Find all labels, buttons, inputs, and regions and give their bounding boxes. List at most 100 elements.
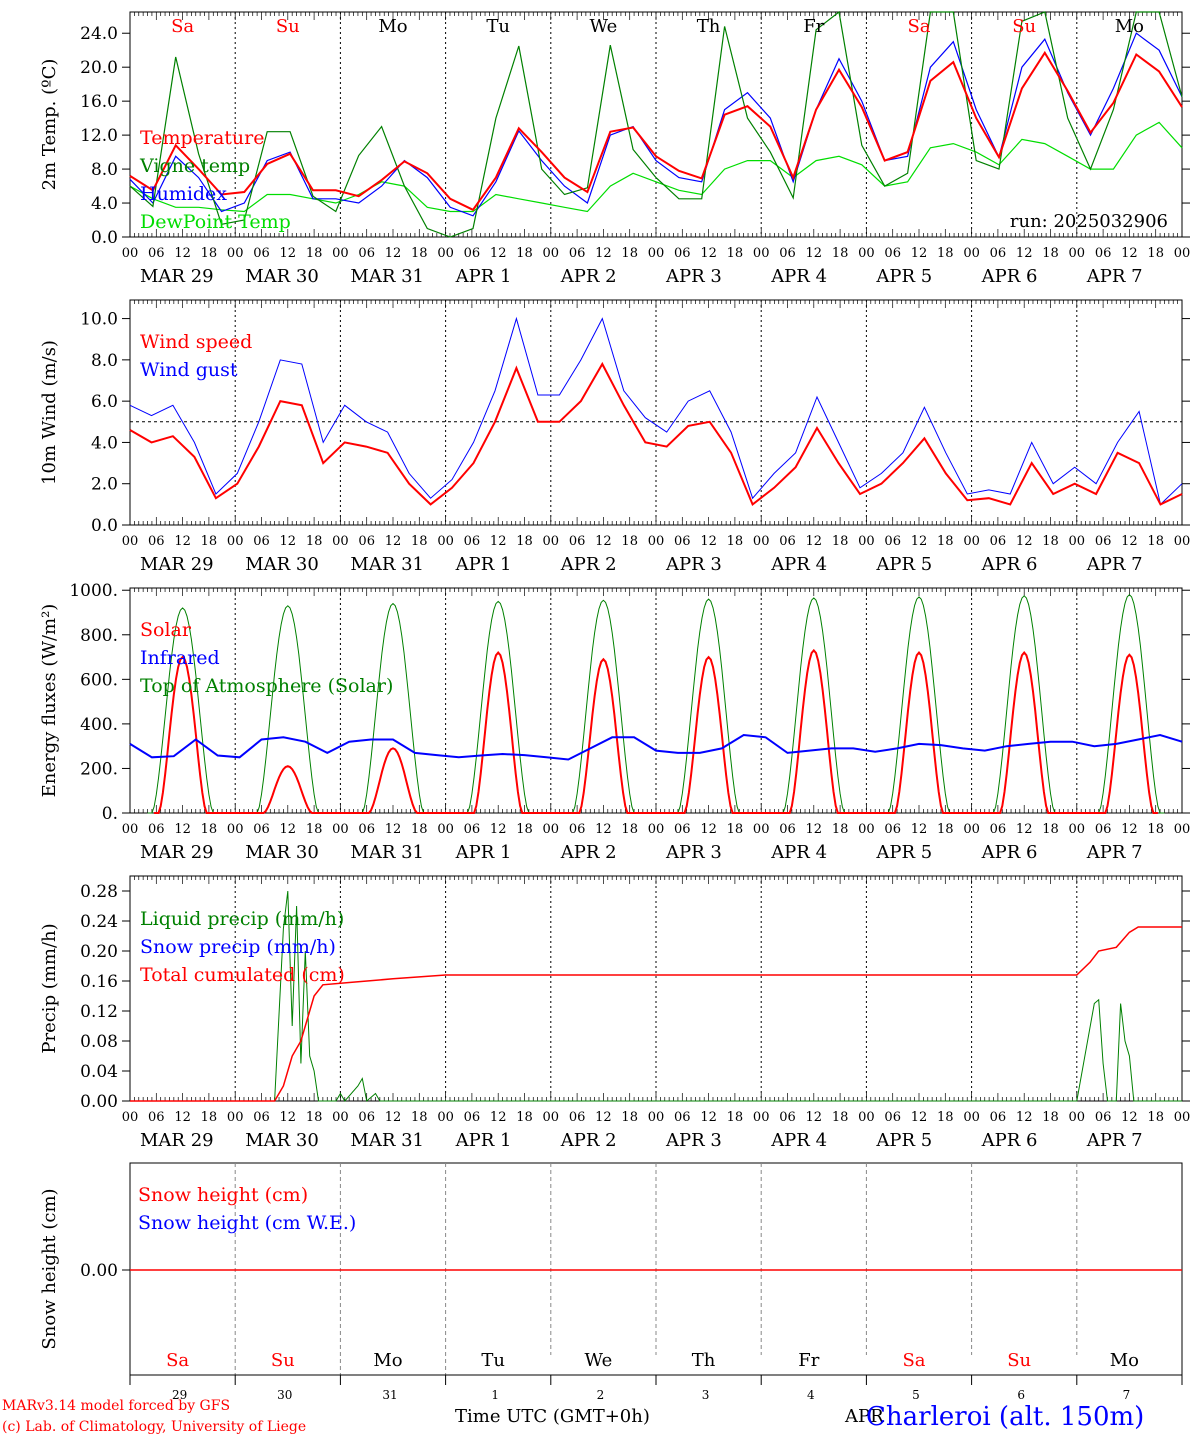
y-axis-title: Precip (mm/h) [39,923,60,1053]
hour-label: 06 [253,1110,270,1125]
day-name: Fr [798,1350,819,1371]
hour-label: 06 [884,822,901,837]
date-label: APR 2 [560,554,617,575]
y-tick-label: 4.0 [91,194,118,214]
hour-label: 06 [1095,246,1112,261]
date-label: APR 2 [560,266,617,287]
hour-label: 18 [621,246,638,261]
legend-wind-speed: Wind speed [140,331,252,353]
hour-label: 12 [700,822,717,837]
hour-label: 06 [884,1110,901,1125]
legend-total-cumulated-cm-: Total cumulated (cm) [140,964,345,986]
hour-label: 00 [122,822,139,837]
hour-label: 12 [280,534,297,549]
y-tick-label: 0. [102,804,118,824]
date-label: MAR 29 [140,266,214,287]
day-number: 7 [1123,1388,1131,1402]
hour-label: 18 [411,822,428,837]
day-name: Tu [486,16,510,37]
day-name: We [585,1350,613,1371]
hour-label: 00 [648,1110,665,1125]
y-tick-label: 0.0 [91,228,118,248]
station-title: Charleroi (alt. 150m) [866,1402,1145,1432]
hour-label: 06 [990,246,1007,261]
hour-label: 12 [385,822,402,837]
panel-2: 0.0 2.0 4.0 6.0 8.0 10.0 10m Wind (m/s) 00 06 12 1… [39,299,1190,575]
hour-label: 06 [990,534,1007,549]
date-label: APR 5 [875,554,932,575]
hour-label: 12 [595,822,612,837]
hour-label: 12 [911,1110,928,1125]
hour-label: 18 [832,246,849,261]
hour-label: 06 [1095,822,1112,837]
hour-label: 06 [1095,1110,1112,1125]
hour-label: 18 [1042,534,1059,549]
date-label: APR 4 [770,554,827,575]
hour-label: 06 [884,246,901,261]
y-tick-label: 0.28 [80,882,118,902]
run-label: run: 2025032906 [1010,211,1168,232]
hour-label: 18 [411,1110,428,1125]
y-tick-label: 0.24 [80,912,118,932]
hour-label: 18 [201,534,218,549]
hour-label: 00 [648,246,665,261]
hour-label: 06 [674,246,691,261]
hour-label: 06 [148,822,165,837]
hour-label: 12 [1121,534,1138,549]
y-axis-title: Snow height (cm) [39,1188,60,1349]
legend-snow-height-we: Snow height (cm W.E.) [138,1212,356,1234]
hour-label: 12 [490,534,507,549]
model-credit: MARv3.14 model forced by GFS [2,1398,231,1414]
hour-label: 12 [174,534,191,549]
y-tick-label: 10.0 [80,310,118,330]
hour-label: 00 [858,822,875,837]
hour-label: 06 [358,534,375,549]
copyright-credit: (c) Lab. of Climatology, University of L… [2,1419,307,1435]
hour-label: 12 [280,822,297,837]
date-label: MAR 29 [140,1130,214,1151]
hour-label: 12 [1121,1110,1138,1125]
date-label: APR 5 [875,266,932,287]
hour-label: 18 [516,1110,533,1125]
hour-label: 06 [358,246,375,261]
hour-label: 18 [832,1110,849,1125]
hour-label: 18 [1147,246,1164,261]
hour-label: 18 [621,534,638,549]
y-tick-label: 4.0 [91,433,118,453]
hour-label: 06 [569,1110,586,1125]
y-tick-label: 0.08 [80,1032,118,1052]
day-name: Sa [171,16,194,37]
date-label: APR 3 [665,1130,722,1151]
y-tick-label: 12.0 [80,126,118,146]
y-tick-label: 6.0 [91,392,118,412]
hour-label: 06 [779,246,796,261]
panel-3: 0. 200. 400. 600. 800. 1000. Energy fluxes (W/… [39,581,1190,863]
y-tick-label: 0.20 [80,942,118,962]
y-tick-label: 20.0 [80,58,118,78]
day-name: Su [1012,16,1036,37]
date-label: APR 7 [1086,1130,1143,1151]
y-tick-label: 0.00 [80,1092,118,1112]
date-label: APR 3 [665,266,722,287]
hour-label: 00 [227,534,244,549]
day-number: 5 [912,1388,920,1402]
hour-label: 06 [253,534,270,549]
date-label: MAR 30 [245,842,319,863]
day-name: Sa [166,1350,189,1371]
hour-label: 18 [727,1110,744,1125]
hour-label: 12 [385,1110,402,1125]
hour-label: 00 [227,1110,244,1125]
legend-dewpoint-temp: DewPoint Temp [140,211,291,233]
date-label: APR 3 [665,842,722,863]
hour-label: 00 [753,534,770,549]
date-label: APR 4 [770,266,827,287]
hour-label: 00 [332,1110,349,1125]
hour-label: 12 [490,822,507,837]
date-label: APR 2 [560,1130,617,1151]
day-number: 1 [491,1388,499,1402]
date-label: APR 6 [981,554,1038,575]
hour-label: 18 [621,1110,638,1125]
hour-label: 00 [543,1110,560,1125]
date-label: APR 6 [981,1130,1038,1151]
